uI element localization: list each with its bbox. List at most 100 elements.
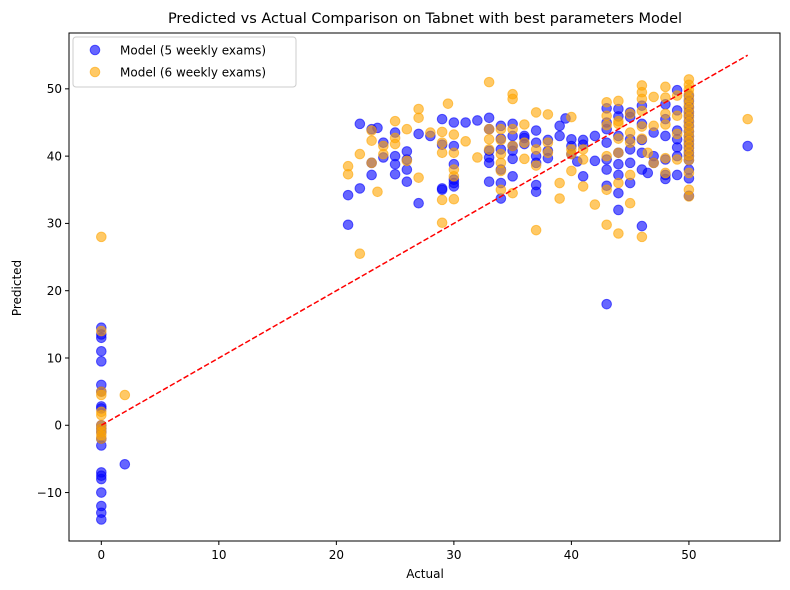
data-point (448, 129, 460, 140)
x-tick-label: 30 (446, 548, 461, 562)
data-point (671, 128, 683, 140)
data-point (671, 169, 683, 181)
data-point (460, 117, 471, 128)
data-point (495, 165, 507, 177)
data-point (648, 157, 659, 169)
data-point (530, 107, 542, 118)
data-point (472, 115, 483, 126)
data-point (119, 389, 131, 401)
y-tick-label: 20 (47, 284, 62, 298)
data-point (436, 194, 448, 206)
data-point (648, 120, 659, 132)
data-point (96, 473, 107, 485)
data-point (660, 130, 671, 142)
data-point (448, 193, 460, 205)
x-tick-label: 50 (681, 548, 696, 562)
data-point (354, 118, 366, 130)
data-point (96, 514, 107, 525)
data-point (613, 147, 624, 159)
y-tick-label: 40 (47, 149, 62, 163)
legend-marker-6-weekly (89, 66, 101, 78)
data-point (642, 147, 654, 159)
data-point (589, 155, 601, 167)
data-point (372, 186, 383, 198)
data-point (495, 184, 507, 196)
data-point (495, 123, 507, 135)
data-point (507, 171, 518, 182)
data-point (507, 187, 518, 199)
data-point (542, 147, 554, 159)
data-point (413, 103, 424, 115)
data-point (342, 189, 354, 201)
data-point (530, 125, 542, 136)
data-point (566, 111, 577, 123)
data-point (671, 154, 683, 165)
data-point (366, 157, 377, 169)
data-point (554, 120, 565, 132)
data-point (436, 126, 448, 138)
data-point (624, 157, 636, 169)
data-point (601, 119, 612, 131)
x-tick-label: 20 (329, 548, 344, 562)
data-point (483, 123, 495, 135)
data-point (613, 118, 624, 130)
data-point (96, 325, 107, 337)
data-point (366, 135, 377, 146)
data-point (401, 123, 413, 135)
data-point (96, 231, 107, 243)
data-point (636, 121, 648, 132)
data-point (577, 181, 589, 192)
legend-box (72, 36, 297, 88)
data-point (448, 117, 460, 128)
data-point (613, 187, 624, 199)
data-point (542, 137, 554, 148)
chart-title: Predicted vs Actual Comparison on Tabnet… (168, 11, 682, 27)
reference-line (100, 54, 749, 426)
data-point (96, 389, 107, 401)
data-point (96, 409, 107, 421)
legend: Model (5 weekly exams) Model (6 weekly e… (72, 36, 297, 88)
data-point (342, 219, 354, 231)
data-point (448, 181, 460, 192)
data-point (683, 191, 695, 202)
data-point (660, 167, 671, 179)
data-point (636, 231, 648, 243)
data-point (495, 193, 507, 204)
data-point (354, 248, 366, 259)
data-point (613, 133, 624, 144)
data-point (96, 433, 107, 445)
data-point (530, 144, 542, 155)
data-point (495, 148, 507, 160)
data-point (566, 165, 577, 177)
data-point (401, 155, 413, 167)
data-point (554, 193, 565, 204)
data-point (366, 169, 377, 181)
y-tick-label: −10 (37, 486, 62, 500)
data-point (636, 220, 648, 232)
data-point (366, 125, 377, 136)
data-point (507, 123, 518, 135)
data-point (671, 90, 683, 101)
data-point (401, 164, 413, 175)
data-point (642, 167, 654, 179)
data-point (483, 176, 495, 187)
data-point (96, 487, 107, 498)
data-point (519, 119, 530, 130)
data-point (577, 154, 589, 165)
data-point (507, 153, 518, 165)
data-point (483, 76, 495, 88)
data-point (530, 224, 542, 236)
data-point (601, 150, 612, 162)
data-point (601, 219, 612, 231)
data-point (613, 95, 624, 107)
data-point (530, 160, 542, 171)
data-point (483, 134, 495, 145)
plot-area: 0 10 20 30 40 50 −10 0 10 20 30 40 50 (37, 32, 781, 562)
data-point (660, 92, 671, 103)
data-point (96, 356, 107, 367)
data-point (554, 177, 565, 189)
series-2-points (96, 74, 753, 445)
y-tick-label: 30 (47, 217, 62, 231)
